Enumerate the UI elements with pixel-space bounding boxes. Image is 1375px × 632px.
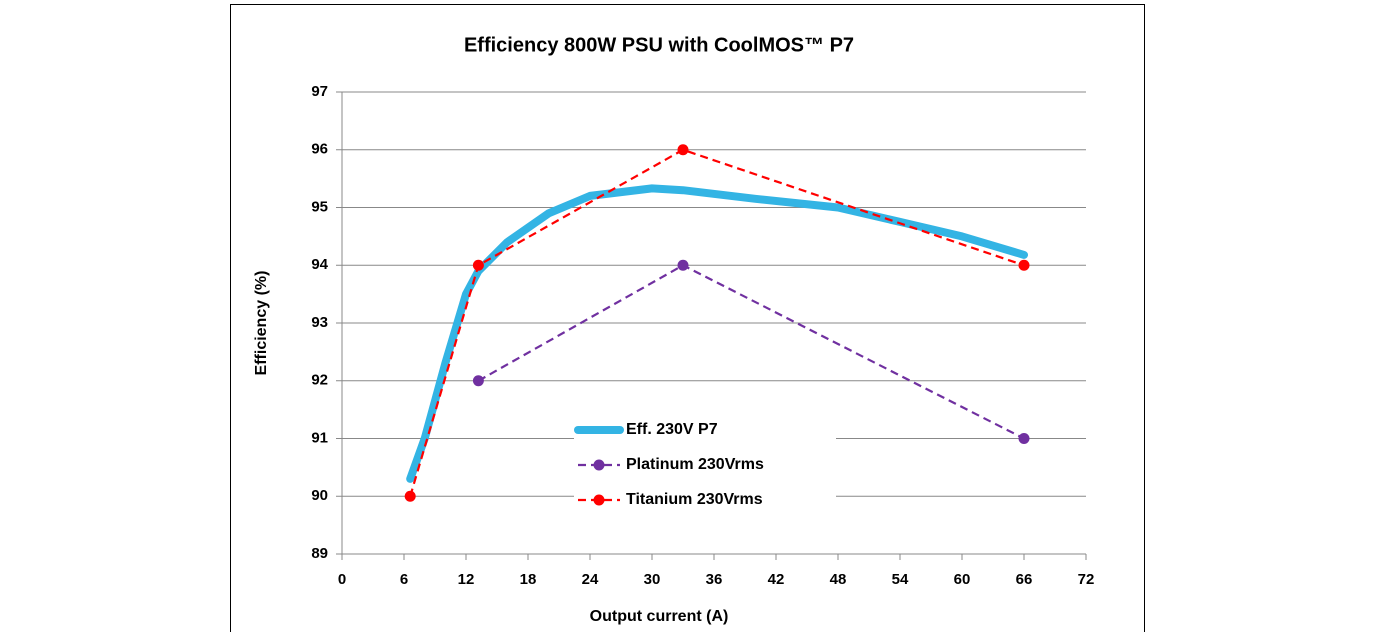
x-tick-label: 18 — [520, 571, 537, 588]
point — [677, 259, 689, 271]
x-tick-label: 48 — [830, 571, 847, 588]
point — [1018, 433, 1030, 444]
legend-label: Platinum 230Vrms — [626, 456, 764, 473]
point — [1018, 259, 1030, 271]
y-tick-label: 89 — [311, 545, 328, 562]
point — [404, 490, 416, 502]
x-tick-label: 6 — [400, 571, 408, 588]
legend-marker — [593, 494, 605, 506]
legend-label: Eff. 230V P7 — [626, 421, 718, 438]
y-tick-label: 91 — [311, 429, 328, 446]
chart-frame — [230, 4, 1145, 632]
y-tick-label: 90 — [311, 487, 328, 504]
x-tick-label: 42 — [768, 571, 785, 588]
y-axis-label: Efficiency (%) — [253, 271, 270, 376]
x-tick-label: 60 — [954, 571, 971, 588]
y-tick-label: 92 — [311, 372, 328, 389]
y-tick-label: 95 — [311, 198, 328, 215]
point — [472, 375, 484, 387]
series-line — [409, 148, 1025, 497]
y-tick-label: 93 — [311, 314, 328, 331]
legend-label: Titanium 230Vrms — [626, 491, 763, 508]
x-tick-label: 0 — [338, 571, 346, 588]
x-tick-label: 36 — [706, 571, 723, 588]
y-tick-label: 96 — [311, 141, 328, 158]
y-tick-label: 97 — [311, 83, 328, 100]
y-tick-label: 94 — [311, 256, 328, 273]
legend-marker — [593, 459, 605, 471]
x-tick-label: 24 — [582, 571, 599, 588]
chart-title: Efficiency 800W PSU with CoolMOS™ P7 — [464, 34, 854, 56]
point — [677, 144, 689, 156]
x-tick-label: 72 — [1078, 571, 1095, 588]
x-tick-label: 66 — [1016, 571, 1033, 588]
x-tick-label: 12 — [458, 571, 475, 588]
x-axis-label: Output current (A) — [590, 608, 729, 625]
x-tick-label: 54 — [892, 571, 909, 588]
x-tick-label: 30 — [644, 571, 661, 588]
point — [472, 259, 484, 271]
